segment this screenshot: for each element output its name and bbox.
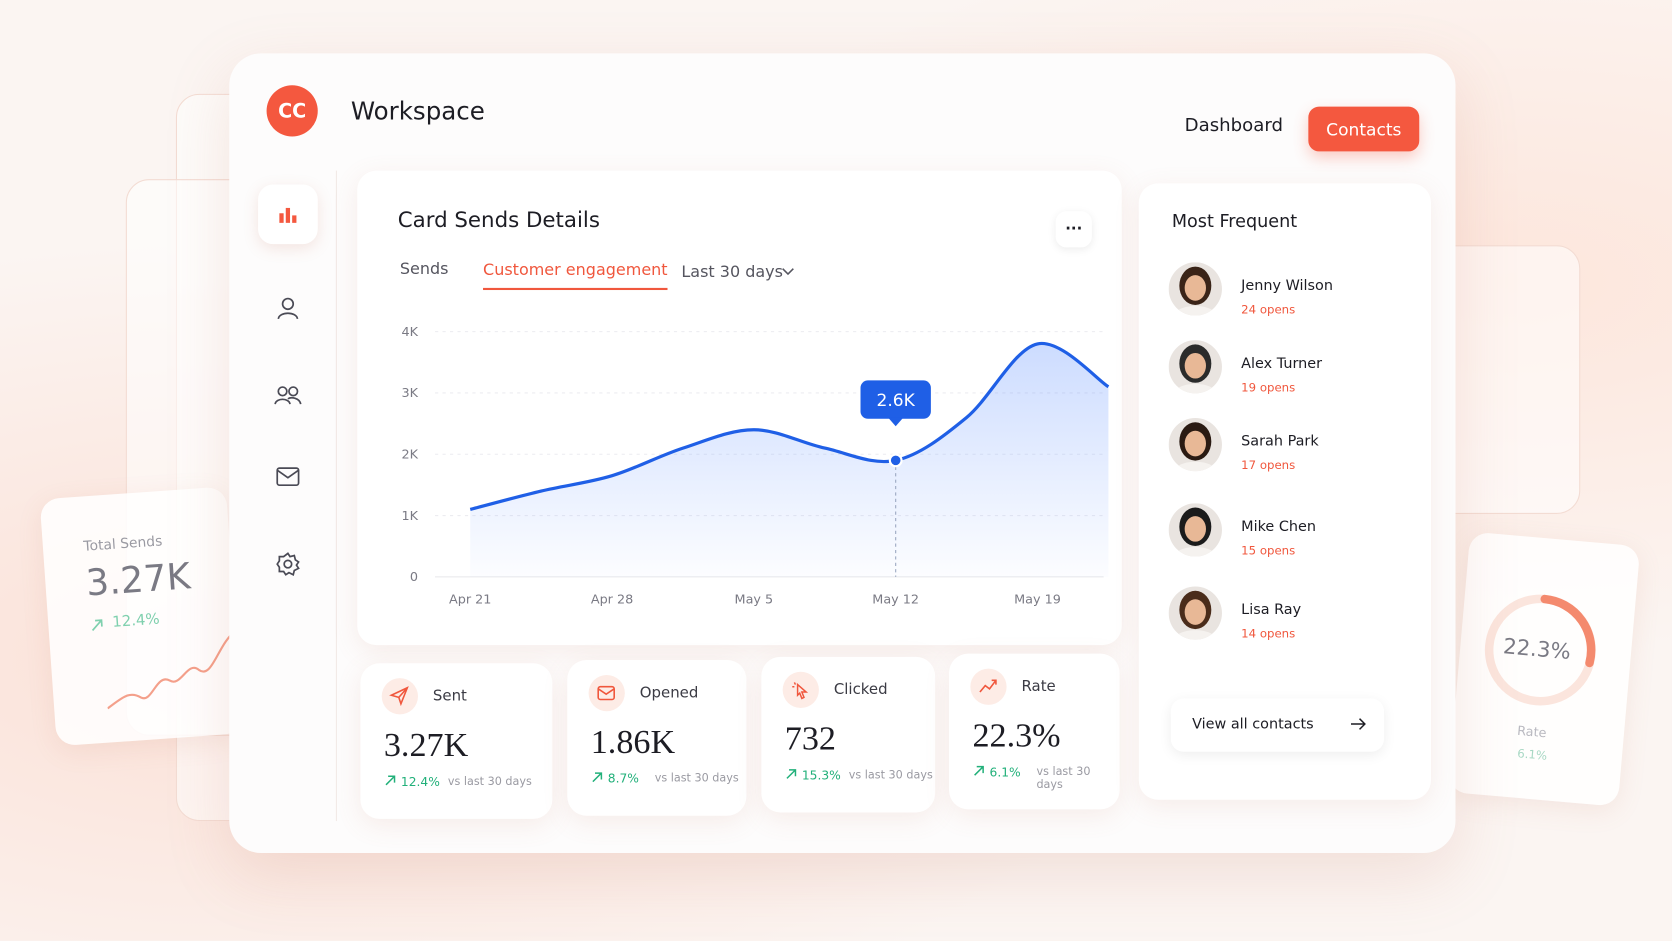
nav-mail-icon[interactable] xyxy=(258,447,318,507)
stat-label: Clicked xyxy=(833,681,888,699)
view-all-label: View all contacts xyxy=(1192,715,1314,733)
chevron xyxy=(782,268,794,276)
tab[interactable]: Sends xyxy=(399,259,449,279)
avatar xyxy=(1168,503,1222,557)
stat-note: vs last 30 days xyxy=(447,775,532,788)
rate-ring xyxy=(1484,594,1596,706)
menu-button[interactable]: ··· xyxy=(1055,211,1092,248)
tooltip-pointer xyxy=(888,417,904,427)
trend-arrow xyxy=(592,772,603,783)
chart-title: Card Sends Details xyxy=(397,206,600,233)
contact-opens: 19 opens xyxy=(1241,380,1296,395)
side-card-right: 22.3% Rate 6.1% xyxy=(1447,531,1641,807)
stat-note: vs last 30 days xyxy=(1036,765,1091,792)
avatar xyxy=(1168,417,1222,472)
stat-change: 15.3% xyxy=(801,767,841,783)
stat-change: 8.7% xyxy=(607,770,639,786)
nav-users-icon[interactable] xyxy=(258,366,318,426)
sparkline xyxy=(106,630,237,710)
nav-chart-icon[interactable] xyxy=(258,184,318,245)
avatar xyxy=(1168,586,1222,640)
contact-name: Jenny Wilson xyxy=(1241,277,1333,295)
range-select[interactable]: Last 30 days xyxy=(681,262,783,282)
contact-name: Sarah Park xyxy=(1241,432,1319,450)
x-tick-label: May 5 xyxy=(735,593,774,608)
arrow-icon xyxy=(1351,718,1366,730)
stat-icon xyxy=(381,678,418,715)
stat-icon xyxy=(970,668,1007,705)
y-tick-label: 0 xyxy=(410,570,418,585)
tooltip-box xyxy=(860,380,931,419)
tooltip-label: 2.6K xyxy=(877,391,916,411)
stat-card: Rate 22.3% 6.1% vs last 30 days xyxy=(949,653,1120,810)
stat-change: 6.1% xyxy=(989,764,1021,780)
area-fill xyxy=(470,343,1109,577)
stat-icon xyxy=(782,671,819,709)
contact-opens: 24 opens xyxy=(1241,302,1296,317)
trend-arrow xyxy=(385,775,396,786)
contact-opens: 14 opens xyxy=(1241,626,1296,641)
stat-label: Rate xyxy=(1021,678,1056,696)
contact-name: Lisa Ray xyxy=(1241,601,1302,619)
side-card-left: Total Sends 3.27K 12.4% xyxy=(39,486,243,747)
logo[interactable]: CC xyxy=(266,85,318,137)
x-tick-label: Apr 28 xyxy=(591,593,633,608)
stat-card: Clicked 732 15.3% vs last 30 days xyxy=(761,656,936,813)
x-tick-label: May 12 xyxy=(872,593,919,608)
trend-arrow xyxy=(974,765,984,776)
stat-card: Sent 3.27K 12.4% vs last 30 days xyxy=(360,663,553,819)
line xyxy=(469,342,1110,511)
sidebar-divider xyxy=(335,170,337,822)
avatar xyxy=(1168,340,1222,394)
view-all-button[interactable]: View all contacts xyxy=(1170,698,1385,752)
contact-name: Mike Chen xyxy=(1241,518,1317,536)
stat-label: Opened xyxy=(639,684,699,702)
stat-label: Sent xyxy=(432,687,467,705)
stat-icon xyxy=(588,674,625,712)
stat-value: 732 xyxy=(784,718,836,758)
trend-arrow xyxy=(91,619,103,631)
x-tick-label: May 19 xyxy=(1014,593,1061,608)
trend-arrow xyxy=(786,769,797,779)
contact-name: Alex Turner xyxy=(1241,355,1323,373)
nav-dashboard[interactable]: Dashboard xyxy=(1184,115,1284,137)
stat-note: vs last 30 days xyxy=(848,768,933,782)
point xyxy=(888,453,903,468)
nav-user-icon[interactable] xyxy=(258,278,318,338)
y-tick-label: 1K xyxy=(401,509,418,524)
x-tick-label: Apr 21 xyxy=(449,593,491,608)
stat-value: 22.3% xyxy=(972,715,1061,754)
stat-note: vs last 30 days xyxy=(654,772,739,785)
nav-settings-icon[interactable] xyxy=(258,534,318,594)
nav-contacts[interactable]: Contacts xyxy=(1308,106,1420,152)
tab-active[interactable]: Customer engagement xyxy=(483,260,668,291)
avatar xyxy=(1168,262,1222,316)
contact-opens: 17 opens xyxy=(1241,458,1296,473)
stat-change: 12.4% xyxy=(400,774,440,790)
y-tick-label: 3K xyxy=(401,386,418,401)
app-title: Workspace xyxy=(350,98,485,126)
stat-value: 1.86K xyxy=(590,721,676,761)
contacts-title: Most Frequent xyxy=(1171,211,1298,232)
y-tick-label: 2K xyxy=(401,448,418,463)
y-tick-label: 4K xyxy=(401,325,418,340)
contact-opens: 15 opens xyxy=(1241,543,1296,558)
stat-card: Opened 1.86K 8.7% vs last 30 days xyxy=(567,660,747,816)
stat-value: 3.27K xyxy=(383,725,469,764)
